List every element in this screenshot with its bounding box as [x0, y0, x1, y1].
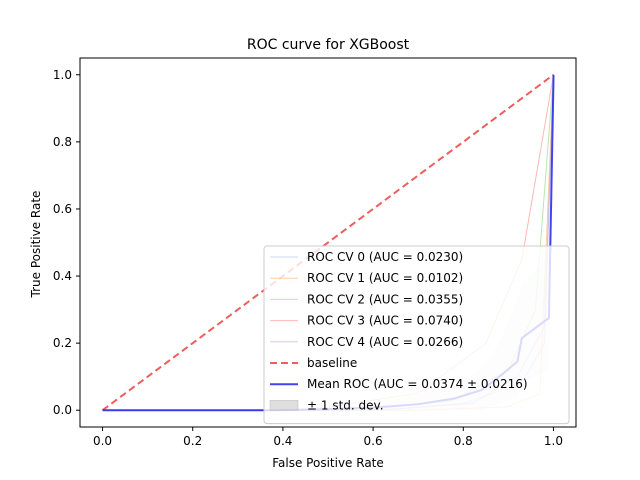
- x-axis-label: False Positive Rate: [272, 456, 384, 470]
- x-tick-label: 0.8: [454, 434, 473, 448]
- legend-label: baseline: [307, 356, 357, 370]
- x-tick-label: 0.2: [183, 434, 202, 448]
- chart-title: ROC curve for XGBoost: [247, 37, 410, 53]
- legend-label: ROC CV 0 (AUC = 0.0230): [307, 250, 463, 264]
- x-tick-label: 0.4: [273, 434, 292, 448]
- y-tick-label: 1.0: [53, 68, 72, 82]
- y-tick-label: 0.2: [53, 336, 72, 350]
- legend-label: ± 1 std. dev.: [307, 398, 384, 412]
- legend-label: Mean ROC (AUC = 0.0374 ± 0.0216): [307, 377, 528, 391]
- legend-box: [263, 245, 570, 425]
- y-tick-label: 0.4: [53, 269, 72, 283]
- x-tick-label: 1.0: [544, 434, 563, 448]
- baseline-line: [101, 73, 555, 412]
- x-tick-label: 0.6: [364, 434, 383, 448]
- y-tick-label: 0.8: [53, 135, 72, 149]
- axes-frame: [79, 57, 577, 428]
- legend-label: ROC CV 1 (AUC = 0.0102): [307, 271, 463, 285]
- legend-label: ROC CV 2 (AUC = 0.0355): [307, 292, 463, 306]
- x-tick-label: 0.0: [93, 434, 112, 448]
- y-tick-label: 0.6: [53, 202, 72, 216]
- legend-label: ROC CV 3 (AUC = 0.0740): [307, 314, 463, 328]
- legend-label: ROC CV 4 (AUC = 0.0266): [307, 335, 463, 349]
- legend-swatch-std-dev: [269, 400, 299, 411]
- y-tick-label: 0.0: [53, 403, 72, 417]
- legend: ROC CV 0 (AUC = 0.0230) ROC CV 1 (AUC = 0…: [263, 245, 570, 425]
- y-axis-label: True Positive Rate: [29, 191, 43, 299]
